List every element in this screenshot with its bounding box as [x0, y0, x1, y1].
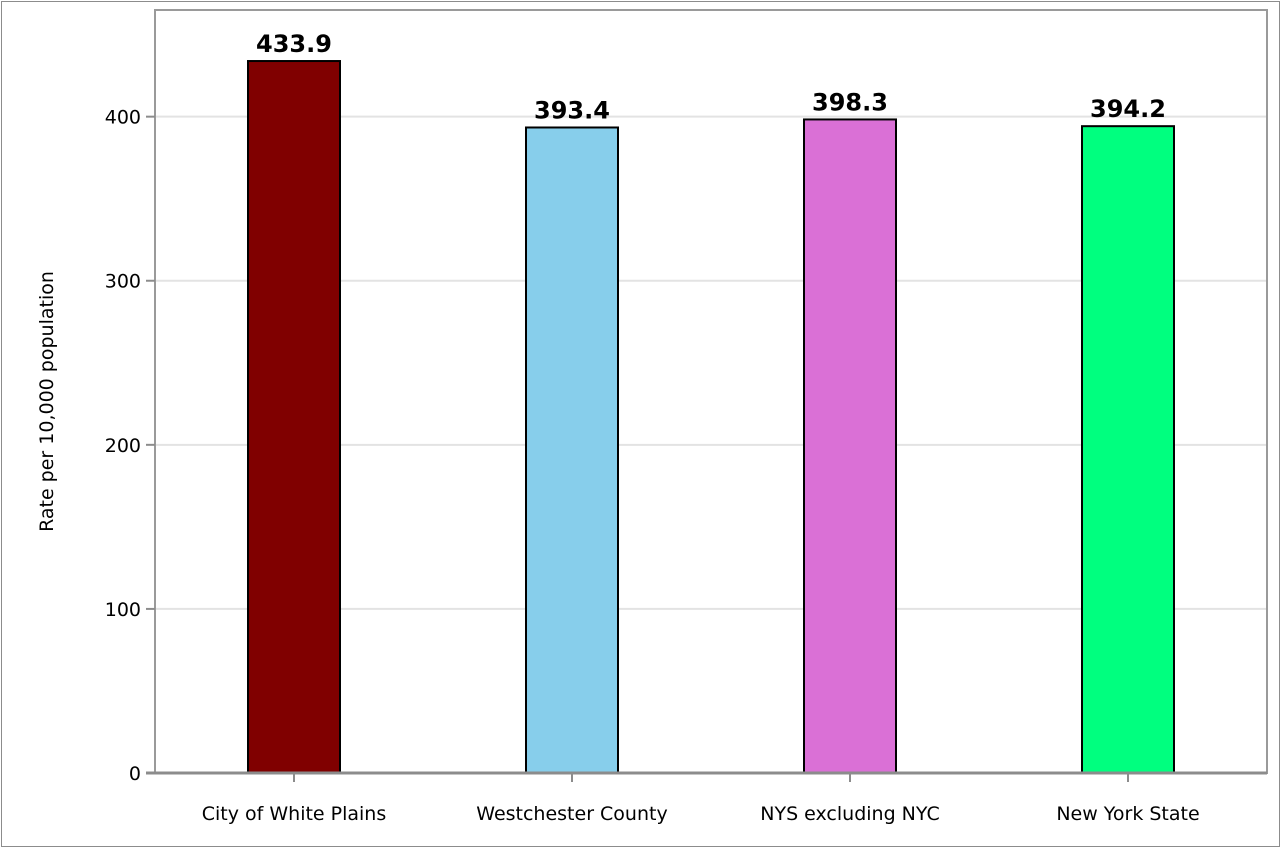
y-tick-label: 400	[105, 107, 141, 129]
x-tick-label: City of White Plains	[202, 803, 387, 825]
bars: 433.9 393.4 398.3 394.2	[247, 30, 1175, 774]
x-tick-label: NYS excluding NYC	[760, 803, 939, 825]
bar	[247, 60, 341, 774]
x-tick-label: New York State	[1056, 803, 1199, 825]
y-tick-label: 200	[105, 435, 141, 457]
bar-value-label: 394.2	[1090, 95, 1166, 123]
bar	[803, 118, 897, 774]
y-axis-label: Rate per 10,000 population	[36, 271, 58, 532]
axes: 0 100 200 300 400 City of White Plains Westche…	[105, 107, 1267, 825]
bar-value-label: 398.3	[812, 88, 888, 116]
bar-value-label: 433.9	[256, 30, 332, 58]
y-tick-label: 300	[105, 271, 141, 293]
bar	[1081, 125, 1175, 774]
y-tick-label: 0	[129, 763, 141, 785]
bar-value-label: 393.4	[534, 96, 610, 124]
bar	[525, 126, 619, 774]
y-tick-label: 100	[105, 599, 141, 621]
x-tick-label: Westchester County	[476, 803, 667, 825]
